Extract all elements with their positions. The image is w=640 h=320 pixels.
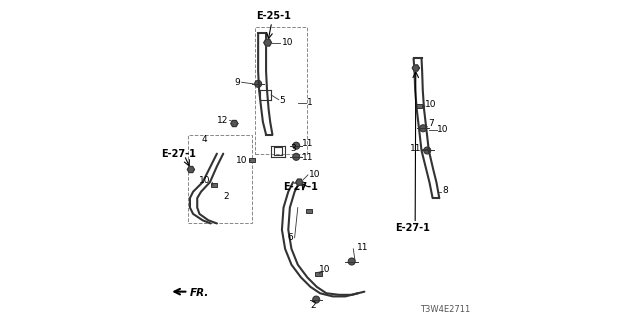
Text: 1: 1 [307, 99, 313, 108]
Text: E-27-1: E-27-1 [284, 182, 319, 192]
Text: 4: 4 [202, 135, 207, 144]
Text: 11: 11 [410, 144, 422, 153]
Circle shape [292, 153, 300, 160]
Polygon shape [231, 121, 238, 126]
Text: 3: 3 [290, 144, 296, 153]
Circle shape [255, 80, 262, 87]
Text: 7: 7 [428, 119, 434, 128]
Text: 11: 11 [302, 153, 314, 162]
Bar [255, 27, 307, 154]
Bar [211, 183, 217, 187]
Text: 10: 10 [236, 156, 247, 164]
Polygon shape [264, 39, 271, 46]
Text: 10: 10 [319, 265, 330, 274]
Circle shape [313, 296, 320, 303]
Text: 2: 2 [223, 192, 229, 201]
Circle shape [424, 147, 431, 154]
Polygon shape [412, 65, 419, 71]
Circle shape [420, 125, 427, 132]
Text: E-27-1: E-27-1 [396, 223, 430, 233]
Text: 5: 5 [280, 96, 285, 105]
Text: 10: 10 [426, 100, 437, 109]
Text: 9: 9 [234, 78, 240, 87]
Circle shape [348, 258, 355, 265]
Text: 10: 10 [309, 170, 321, 179]
Bar [316, 272, 321, 276]
Text: 10: 10 [199, 176, 211, 185]
Text: 2: 2 [311, 301, 316, 310]
Circle shape [292, 142, 300, 149]
Text: T3W4E2711: T3W4E2711 [420, 305, 470, 314]
Text: 10: 10 [437, 125, 449, 134]
Text: 12: 12 [216, 116, 228, 125]
Bar [248, 158, 255, 162]
Text: FR.: FR. [190, 288, 209, 298]
Text: 11: 11 [302, 139, 314, 148]
Bar [306, 209, 312, 213]
Bar [188, 135, 252, 223]
Bar [416, 104, 422, 108]
Text: 6: 6 [287, 233, 293, 242]
Text: 11: 11 [356, 243, 368, 252]
Polygon shape [296, 179, 303, 185]
Polygon shape [188, 166, 195, 172]
Text: 10: 10 [282, 38, 293, 47]
Text: E-25-1: E-25-1 [257, 11, 291, 21]
Text: 8: 8 [442, 186, 448, 195]
Text: E-27-1: E-27-1 [161, 149, 196, 159]
